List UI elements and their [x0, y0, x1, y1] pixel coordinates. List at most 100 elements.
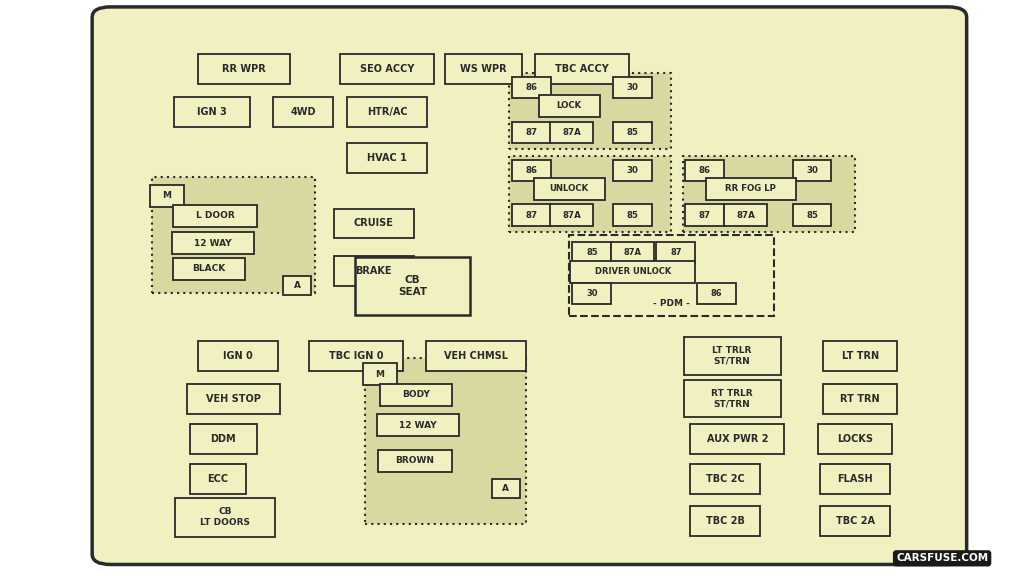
Bar — [818, 424, 892, 454]
Bar — [697, 283, 736, 304]
Text: 85: 85 — [586, 248, 598, 257]
Text: CARSFUSE.COM: CARSFUSE.COM — [896, 554, 988, 563]
Text: LT TRLR
ST/TRN: LT TRLR ST/TRN — [713, 346, 752, 366]
Text: M: M — [163, 191, 171, 200]
Text: LOCKS: LOCKS — [837, 434, 873, 444]
Bar — [683, 156, 855, 232]
Bar — [820, 506, 890, 536]
Bar — [512, 77, 551, 98]
Bar — [823, 341, 897, 371]
Text: LOCK: LOCK — [557, 101, 582, 111]
Bar — [173, 258, 245, 280]
Text: DDM: DDM — [210, 434, 237, 444]
Text: 87: 87 — [698, 211, 711, 220]
Text: UNLOCK: UNLOCK — [550, 184, 589, 194]
Bar — [534, 178, 605, 200]
Text: 87: 87 — [670, 248, 682, 257]
Text: 87A: 87A — [562, 211, 581, 220]
Text: VEH STOP: VEH STOP — [206, 393, 261, 404]
Bar — [823, 384, 897, 414]
Bar — [365, 358, 526, 524]
Bar — [512, 204, 551, 226]
Text: 87A: 87A — [624, 248, 642, 257]
Text: 86: 86 — [525, 166, 538, 175]
Text: A: A — [503, 484, 509, 493]
Bar — [613, 160, 652, 181]
Bar — [378, 450, 452, 472]
Bar — [152, 177, 315, 293]
Bar — [569, 235, 774, 316]
Text: TBC 2A: TBC 2A — [836, 516, 874, 526]
Bar — [724, 204, 767, 226]
Text: 87: 87 — [525, 211, 538, 220]
Text: HTR/AC: HTR/AC — [367, 107, 408, 118]
Bar — [793, 160, 831, 181]
Text: 4WD: 4WD — [291, 107, 315, 118]
Text: 85: 85 — [806, 211, 818, 220]
Text: - PDM -: - PDM - — [653, 299, 690, 308]
Text: 30: 30 — [806, 166, 818, 175]
Text: 86: 86 — [711, 289, 723, 298]
Text: RT TRN: RT TRN — [841, 393, 880, 404]
Bar — [190, 424, 256, 454]
Bar — [283, 276, 311, 295]
Bar — [380, 384, 452, 406]
Text: CB
SEAT: CB SEAT — [398, 275, 427, 297]
Bar — [685, 204, 724, 226]
Text: CRUISE: CRUISE — [354, 218, 393, 229]
Text: 85: 85 — [627, 211, 639, 220]
Bar — [793, 204, 831, 226]
Text: RR WPR: RR WPR — [222, 64, 265, 74]
Text: DRIVER UNLOCK: DRIVER UNLOCK — [595, 267, 671, 276]
Bar — [198, 341, 278, 371]
Bar — [613, 122, 652, 143]
Bar — [570, 261, 695, 283]
Bar — [175, 498, 275, 537]
Text: 30: 30 — [627, 166, 639, 175]
Text: BLACK: BLACK — [193, 264, 225, 274]
Bar — [347, 143, 427, 173]
Text: HVAC 1: HVAC 1 — [368, 153, 407, 164]
Bar — [187, 384, 280, 414]
Bar — [611, 242, 654, 263]
Text: 87A: 87A — [736, 211, 755, 220]
Bar — [685, 160, 724, 181]
Text: BRAKE: BRAKE — [355, 266, 392, 276]
Text: IGN 3: IGN 3 — [197, 107, 227, 118]
Bar — [509, 73, 671, 149]
Bar — [377, 414, 459, 436]
Bar — [690, 424, 784, 454]
Bar — [173, 205, 257, 227]
Bar — [684, 338, 780, 375]
Text: CB
LT DOORS: CB LT DOORS — [201, 507, 250, 527]
Bar — [362, 363, 396, 385]
Bar — [690, 506, 760, 536]
Bar — [334, 209, 414, 238]
Bar — [572, 283, 611, 304]
Text: TBC IGN 0: TBC IGN 0 — [329, 351, 384, 361]
Bar — [572, 242, 611, 263]
Text: 30: 30 — [627, 83, 639, 92]
Bar — [684, 380, 780, 417]
Text: BROWN: BROWN — [395, 456, 434, 465]
Text: 30: 30 — [586, 289, 598, 298]
Bar — [820, 464, 890, 494]
Bar — [550, 122, 593, 143]
Text: BODY: BODY — [401, 390, 430, 399]
Bar — [539, 95, 600, 117]
Text: A: A — [294, 281, 300, 290]
Text: WS WPR: WS WPR — [460, 64, 507, 74]
Bar — [151, 185, 184, 207]
Bar — [512, 122, 551, 143]
Text: TBC 2B: TBC 2B — [706, 516, 744, 526]
Bar — [613, 204, 652, 226]
Bar — [309, 341, 403, 371]
Bar — [535, 54, 629, 84]
Text: VEH CHMSL: VEH CHMSL — [444, 351, 508, 361]
Bar — [355, 257, 470, 315]
Bar — [706, 178, 796, 200]
Text: 12 WAY: 12 WAY — [195, 238, 231, 248]
Bar — [340, 54, 434, 84]
Bar — [613, 77, 652, 98]
FancyBboxPatch shape — [92, 7, 967, 564]
